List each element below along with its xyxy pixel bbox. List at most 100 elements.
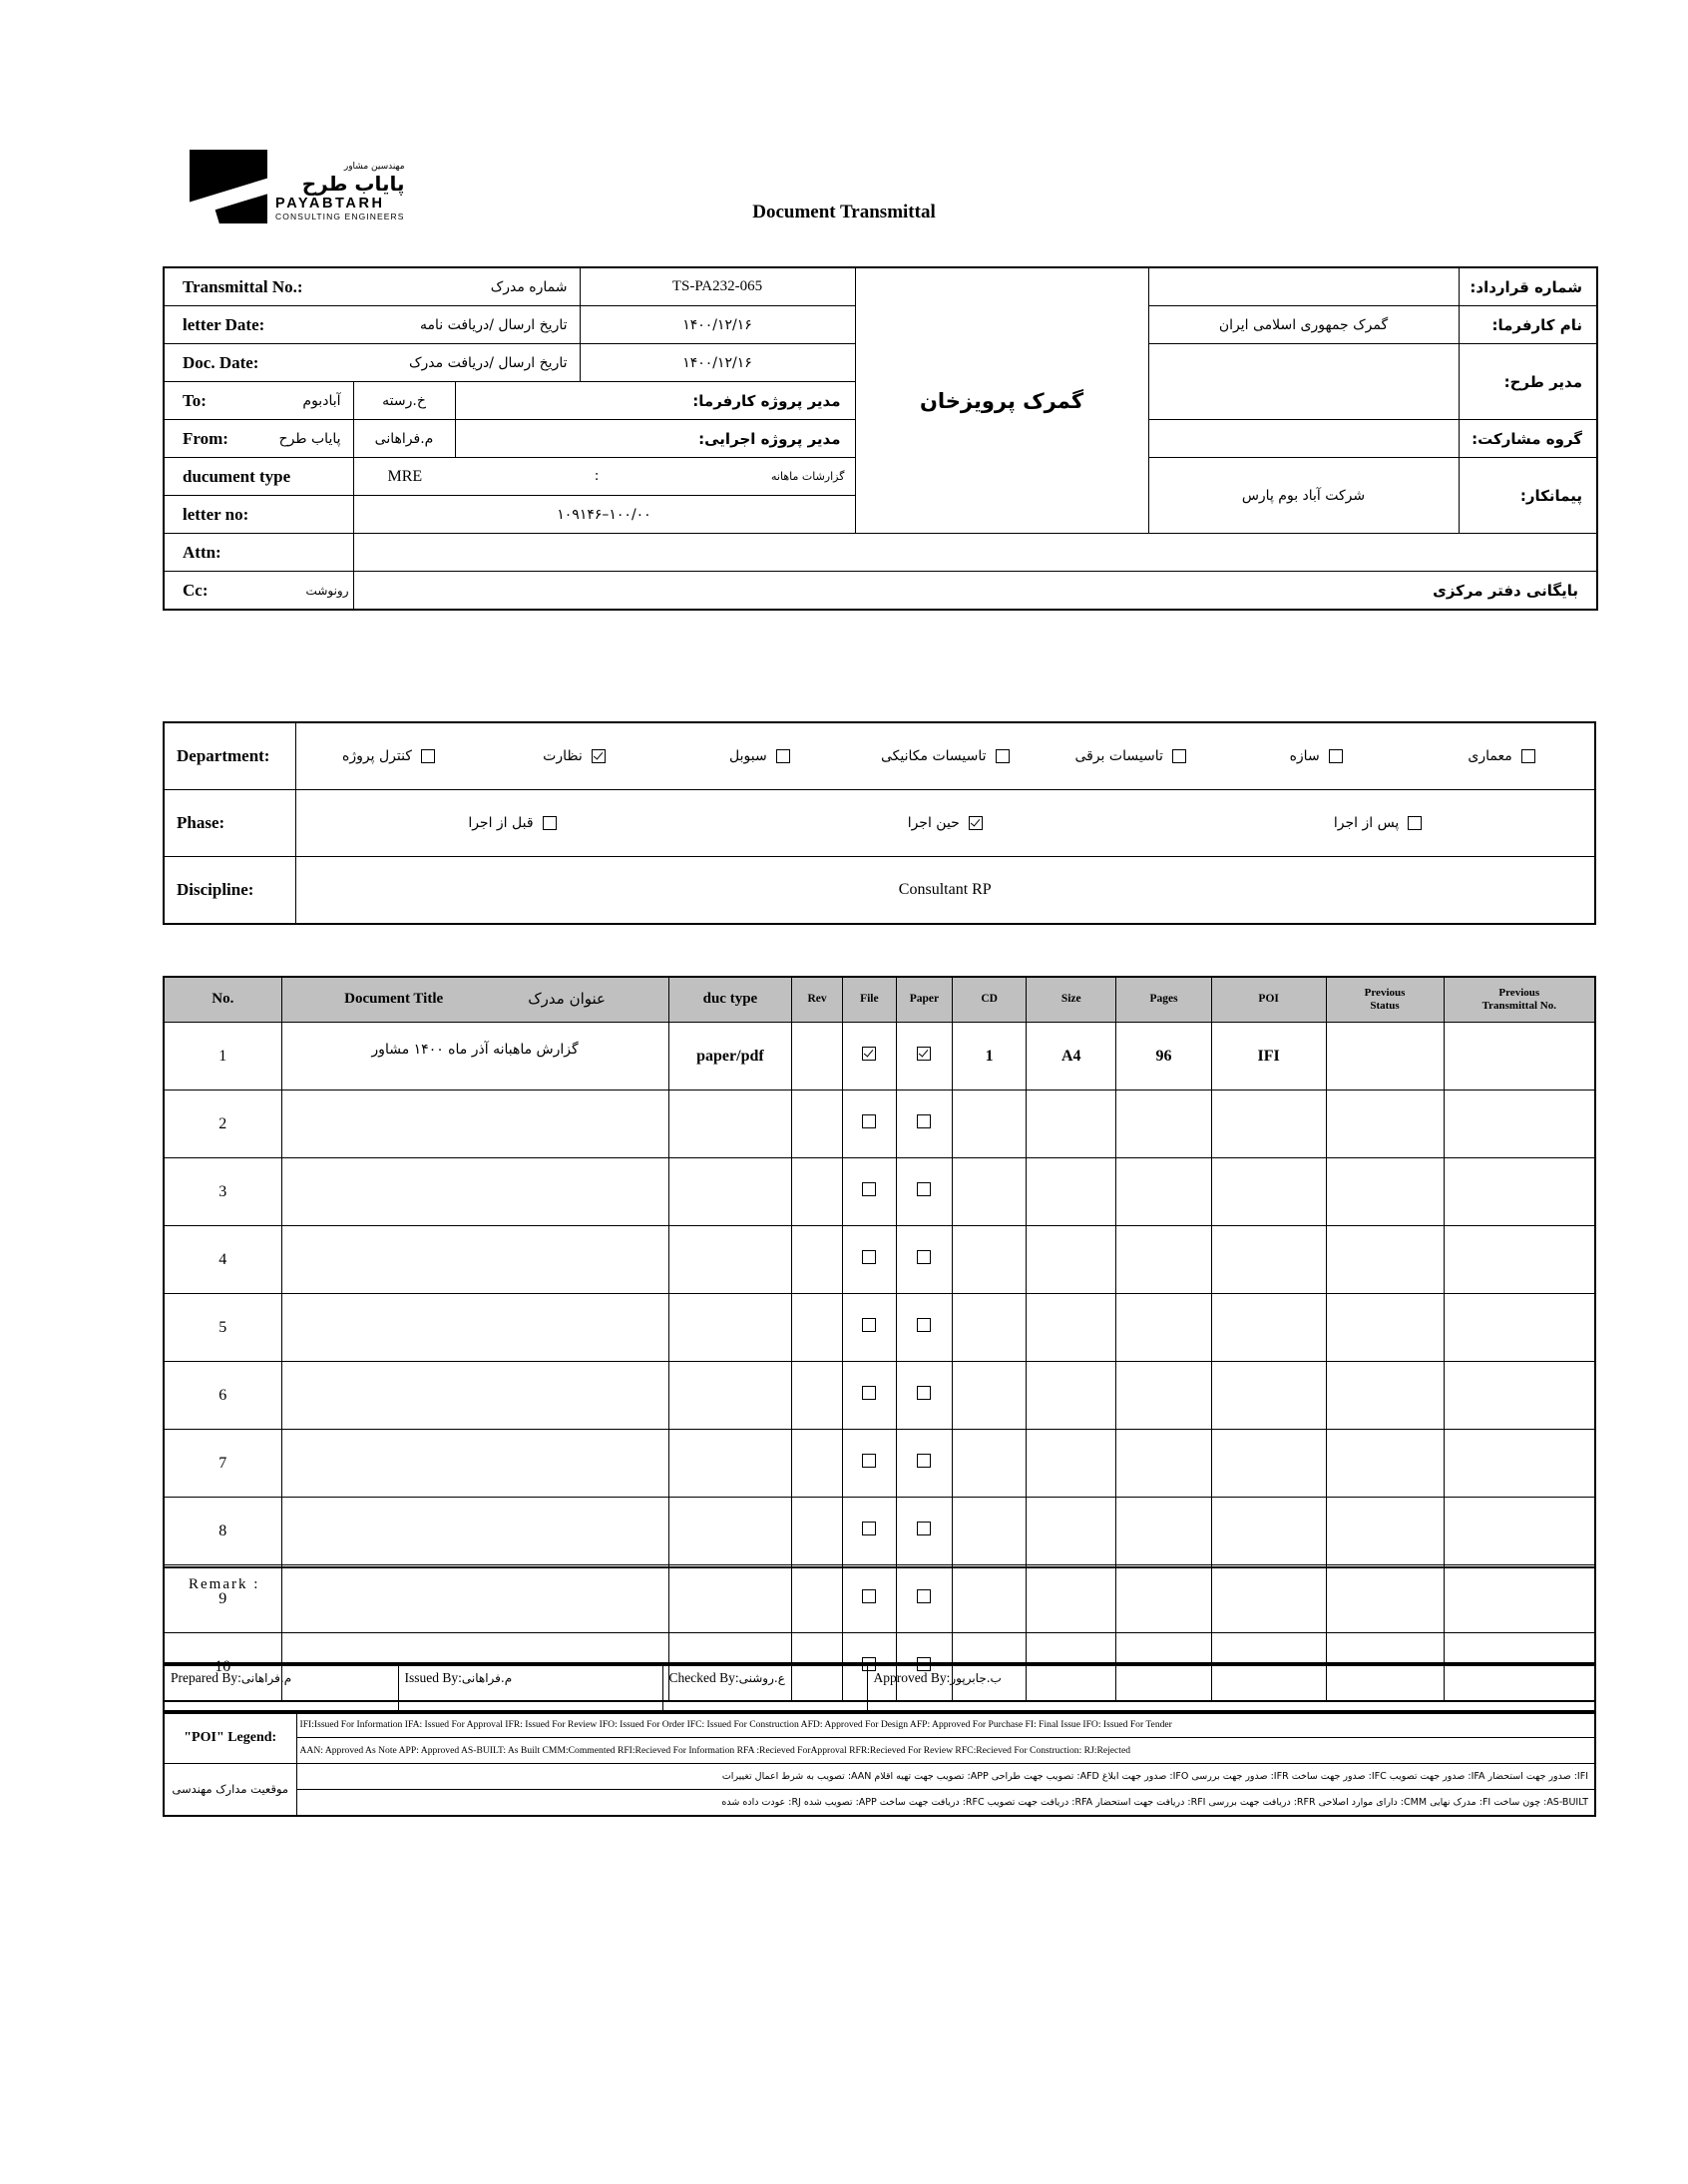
checkbox-checked-icon[interactable] [968, 816, 983, 830]
row-previous-status[interactable] [1325, 1564, 1445, 1633]
checkbox-icon[interactable] [917, 1386, 932, 1400]
transmittal-no-value[interactable]: TS-PA232-065 [579, 266, 856, 306]
checkbox-icon[interactable] [917, 1182, 932, 1196]
signature-cell[interactable]: Prepared By:م.فراهانی [163, 1664, 399, 1714]
row-pages[interactable] [1115, 1090, 1212, 1158]
row-paper-checkbox-cell[interactable] [895, 1293, 954, 1362]
row-previous-transmittal[interactable] [1443, 1022, 1596, 1091]
checkbox-icon[interactable] [917, 1522, 932, 1535]
checkbox-icon[interactable] [775, 749, 790, 763]
row-duc-type[interactable] [667, 1090, 793, 1158]
row-document-title[interactable] [280, 1564, 669, 1633]
checkbox-icon[interactable] [917, 1589, 932, 1603]
row-size[interactable] [1026, 1564, 1117, 1633]
checkbox-checked-icon[interactable] [591, 749, 606, 763]
signature-cell[interactable]: Approved By:ب.جابرپور [866, 1664, 1596, 1714]
row-cd[interactable] [952, 1157, 1028, 1226]
row-cd[interactable] [952, 1293, 1028, 1362]
checkbox-option[interactable]: سبوبل [666, 748, 852, 764]
row-file-checkbox-cell[interactable] [841, 1497, 897, 1565]
row-previous-status[interactable] [1325, 1497, 1445, 1565]
row-size[interactable] [1026, 1293, 1117, 1362]
row-cd[interactable] [952, 1361, 1028, 1430]
row-previous-transmittal[interactable] [1443, 1157, 1596, 1226]
row-size[interactable] [1026, 1157, 1117, 1226]
cc-value[interactable]: بایگانی دفتر مرکزی [352, 571, 1598, 611]
ducument-type-value-cell[interactable]: MRE : گزارشات ماهانه [352, 457, 856, 496]
checkbox-option[interactable]: نظارت [481, 748, 666, 764]
row-pages[interactable]: 96 [1115, 1022, 1212, 1091]
row-duc-type[interactable] [667, 1225, 793, 1294]
signature-cell[interactable]: Checked By:ع.روشنی [661, 1664, 868, 1714]
row-document-title[interactable]: گزارش ماهبانه آذر ماه ۱۴۰۰ مشاور [280, 1022, 669, 1091]
row-rev[interactable] [791, 1157, 843, 1226]
checkbox-icon[interactable] [862, 1318, 877, 1332]
consortium-value[interactable] [1147, 419, 1460, 458]
checkbox-icon[interactable] [862, 1250, 877, 1264]
letter-no-value[interactable]: ۱۰۰/۰۰–۱۰۹۱۴۶ [352, 495, 856, 534]
row-document-title[interactable] [280, 1361, 669, 1430]
checkbox-icon[interactable] [862, 1522, 877, 1535]
checkbox-icon[interactable] [1520, 749, 1535, 763]
row-size[interactable] [1026, 1429, 1117, 1498]
row-poi[interactable] [1210, 1429, 1327, 1498]
row-duc-type[interactable] [667, 1497, 793, 1565]
checkbox-option[interactable]: تاسیسات مکانیکی [852, 748, 1038, 764]
row-cd[interactable] [952, 1497, 1028, 1565]
row-cd[interactable] [952, 1225, 1028, 1294]
row-paper-checkbox-cell[interactable] [895, 1225, 954, 1294]
discipline-value[interactable]: Consultant RP [294, 856, 1596, 925]
to-mid-value[interactable]: خ.رسته [352, 381, 456, 420]
row-poi[interactable] [1210, 1497, 1327, 1565]
row-previous-transmittal[interactable] [1443, 1225, 1596, 1294]
row-cd[interactable] [952, 1564, 1028, 1633]
row-document-title[interactable] [280, 1225, 669, 1294]
row-document-title[interactable] [280, 1429, 669, 1498]
row-file-checkbox-cell[interactable] [841, 1090, 897, 1158]
letter-date-value[interactable]: ۱۴۰۰/۱۲/۱۶ [579, 305, 856, 344]
row-paper-checkbox-cell[interactable] [895, 1564, 954, 1633]
row-poi[interactable]: IFI [1210, 1022, 1327, 1091]
row-previous-status[interactable] [1325, 1361, 1445, 1430]
checkbox-checked-icon[interactable] [917, 1047, 932, 1061]
from-mid-value[interactable]: م.فراهانی [352, 419, 456, 458]
checkbox-checked-icon[interactable] [862, 1047, 877, 1061]
checkbox-icon[interactable] [862, 1114, 877, 1128]
row-paper-checkbox-cell[interactable] [895, 1090, 954, 1158]
row-previous-transmittal[interactable] [1443, 1090, 1596, 1158]
row-cd[interactable]: 1 [952, 1022, 1028, 1091]
row-poi[interactable] [1210, 1293, 1327, 1362]
row-poi[interactable] [1210, 1564, 1327, 1633]
row-duc-type[interactable]: paper/pdf [667, 1022, 793, 1091]
row-document-title[interactable] [280, 1293, 669, 1362]
row-paper-checkbox-cell[interactable] [895, 1361, 954, 1430]
row-previous-transmittal[interactable] [1443, 1361, 1596, 1430]
checkbox-icon[interactable] [420, 749, 435, 763]
checkbox-icon[interactable] [917, 1454, 932, 1468]
checkbox-icon[interactable] [1408, 816, 1423, 830]
checkbox-icon[interactable] [862, 1182, 877, 1196]
row-size[interactable] [1026, 1497, 1117, 1565]
row-paper-checkbox-cell[interactable] [895, 1497, 954, 1565]
row-previous-transmittal[interactable] [1443, 1293, 1596, 1362]
row-pages[interactable] [1115, 1293, 1212, 1362]
checkbox-icon[interactable] [917, 1114, 932, 1128]
doc-date-value[interactable]: ۱۴۰۰/۱۲/۱۶ [579, 343, 856, 382]
row-pages[interactable] [1115, 1225, 1212, 1294]
row-rev[interactable] [791, 1090, 843, 1158]
checkbox-option[interactable]: کنترل پروژه [296, 748, 482, 764]
row-rev[interactable] [791, 1361, 843, 1430]
row-duc-type[interactable] [667, 1429, 793, 1498]
row-file-checkbox-cell[interactable] [841, 1429, 897, 1498]
checkbox-option[interactable]: حین اجرا [728, 815, 1161, 831]
row-rev[interactable] [791, 1293, 843, 1362]
row-previous-status[interactable] [1325, 1090, 1445, 1158]
row-previous-transmittal[interactable] [1443, 1564, 1596, 1633]
project-manager-value[interactable] [1147, 343, 1460, 420]
to-value-fa[interactable]: آبادبوم [302, 392, 341, 409]
row-document-title[interactable] [280, 1497, 669, 1565]
checkbox-icon[interactable] [862, 1454, 877, 1468]
checkbox-option[interactable]: قبل از اجرا [296, 815, 729, 831]
checkbox-icon[interactable] [1328, 749, 1343, 763]
row-file-checkbox-cell[interactable] [841, 1293, 897, 1362]
